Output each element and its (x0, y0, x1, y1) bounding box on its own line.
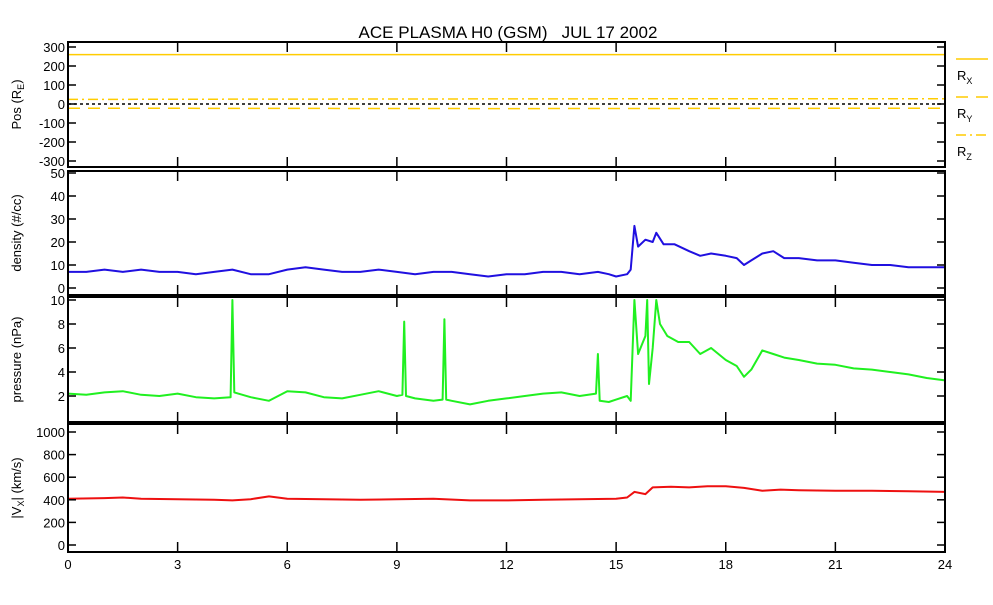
y-tick-label: 800 (43, 448, 65, 463)
panel-frame (68, 297, 945, 422)
y-tick-label: 0 (58, 538, 65, 553)
y-tick-label: 200 (43, 515, 65, 530)
x-tick-label: 9 (393, 557, 400, 572)
x-tick-label: 6 (284, 557, 291, 572)
y-tick-label: 30 (51, 212, 65, 227)
y-tick-label: 40 (51, 189, 65, 204)
y-tick-label: -100 (39, 116, 65, 131)
y-tick-label: -200 (39, 135, 65, 150)
y-tick-label: 0 (58, 97, 65, 112)
y-tick-label: 600 (43, 470, 65, 485)
series-pressure (68, 300, 945, 404)
y-tick-label: 400 (43, 493, 65, 508)
x-tick-label: 3 (174, 557, 181, 572)
x-tick-label: 21 (828, 557, 842, 572)
series-RZ (68, 99, 945, 100)
chart-title: ACE PLASMA H0 (GSM) JUL 17 2002 (359, 23, 658, 42)
y-axis-label: |VX| (km/s) (9, 457, 26, 518)
y-tick-label: 2 (58, 389, 65, 404)
y-tick-label: 20 (51, 235, 65, 250)
x-tick-label: 15 (609, 557, 623, 572)
legend-label-RZ: RZ (957, 144, 972, 162)
panel-frame (68, 424, 945, 552)
y-tick-label: 8 (58, 317, 65, 332)
x-tick-label: 0 (64, 557, 71, 572)
y-axis-label: Pos (RE) (9, 79, 26, 129)
panel-3: 1000 800 600 400 200 0 0 3 6 9 12 15 18 21 24 |VX| (km/… (9, 424, 952, 572)
panel-2: 10 8 6 4 2 pressure (nPa) (9, 293, 945, 422)
x-tick-label: 24 (938, 557, 952, 572)
legend-label-RX: RX (957, 68, 972, 86)
y-axis-label: density (#/cc) (9, 194, 24, 271)
y-tick-label: 50 (51, 166, 65, 181)
y-axis-label: pressure (nPa) (9, 317, 24, 403)
y-tick-label: 6 (58, 341, 65, 356)
panel-frame (68, 171, 945, 295)
y-tick-label: 300 (43, 40, 65, 55)
x-tick-label: 12 (499, 557, 513, 572)
x-tick-label: 18 (719, 557, 733, 572)
y-tick-label: 200 (43, 59, 65, 74)
y-tick-label: 4 (58, 365, 65, 380)
position-legend: RX RY RZ (956, 59, 988, 162)
series-vx (68, 486, 945, 500)
y-tick-label: 100 (43, 78, 65, 93)
y-tick-label: 1000 (36, 425, 65, 440)
y-tick-label: 10 (51, 293, 65, 308)
legend-label-RY: RY (957, 106, 972, 124)
series-density (68, 226, 945, 277)
y-tick-label: 10 (51, 258, 65, 273)
